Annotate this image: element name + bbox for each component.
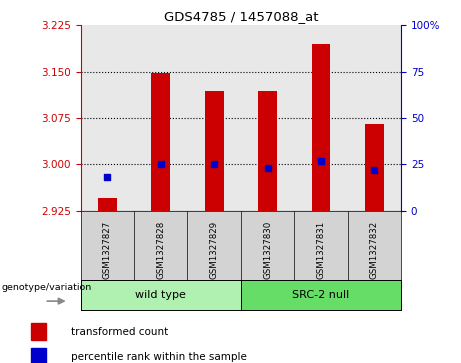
Text: GSM1327827: GSM1327827: [103, 221, 112, 279]
Bar: [294, 25, 348, 211]
Point: [317, 158, 325, 163]
Text: percentile rank within the sample: percentile rank within the sample: [71, 352, 247, 362]
Bar: [348, 25, 401, 211]
Point: [157, 162, 165, 167]
Text: transformed count: transformed count: [71, 327, 168, 337]
Point: [371, 167, 378, 173]
Text: GSM1327830: GSM1327830: [263, 221, 272, 279]
Text: GSM1327829: GSM1327829: [210, 221, 219, 279]
Text: SRC-2 null: SRC-2 null: [292, 290, 349, 300]
Point: [211, 162, 218, 167]
Point: [264, 165, 271, 171]
Title: GDS4785 / 1457088_at: GDS4785 / 1457088_at: [164, 10, 318, 23]
Text: GSM1327828: GSM1327828: [156, 221, 165, 279]
Bar: [312, 44, 331, 211]
Text: genotype/variation: genotype/variation: [1, 283, 92, 292]
Bar: [258, 91, 277, 211]
Text: wild type: wild type: [136, 290, 186, 300]
Bar: [151, 73, 170, 211]
Text: GSM1327832: GSM1327832: [370, 221, 379, 279]
Point: [104, 174, 111, 180]
Bar: [205, 91, 224, 211]
Bar: [81, 25, 134, 211]
Bar: [98, 198, 117, 211]
Bar: [241, 25, 294, 211]
Bar: [31, 348, 46, 363]
Bar: [188, 25, 241, 211]
Bar: [31, 323, 46, 340]
Bar: [134, 25, 188, 211]
Text: GSM1327831: GSM1327831: [316, 221, 325, 279]
Bar: [365, 124, 384, 211]
